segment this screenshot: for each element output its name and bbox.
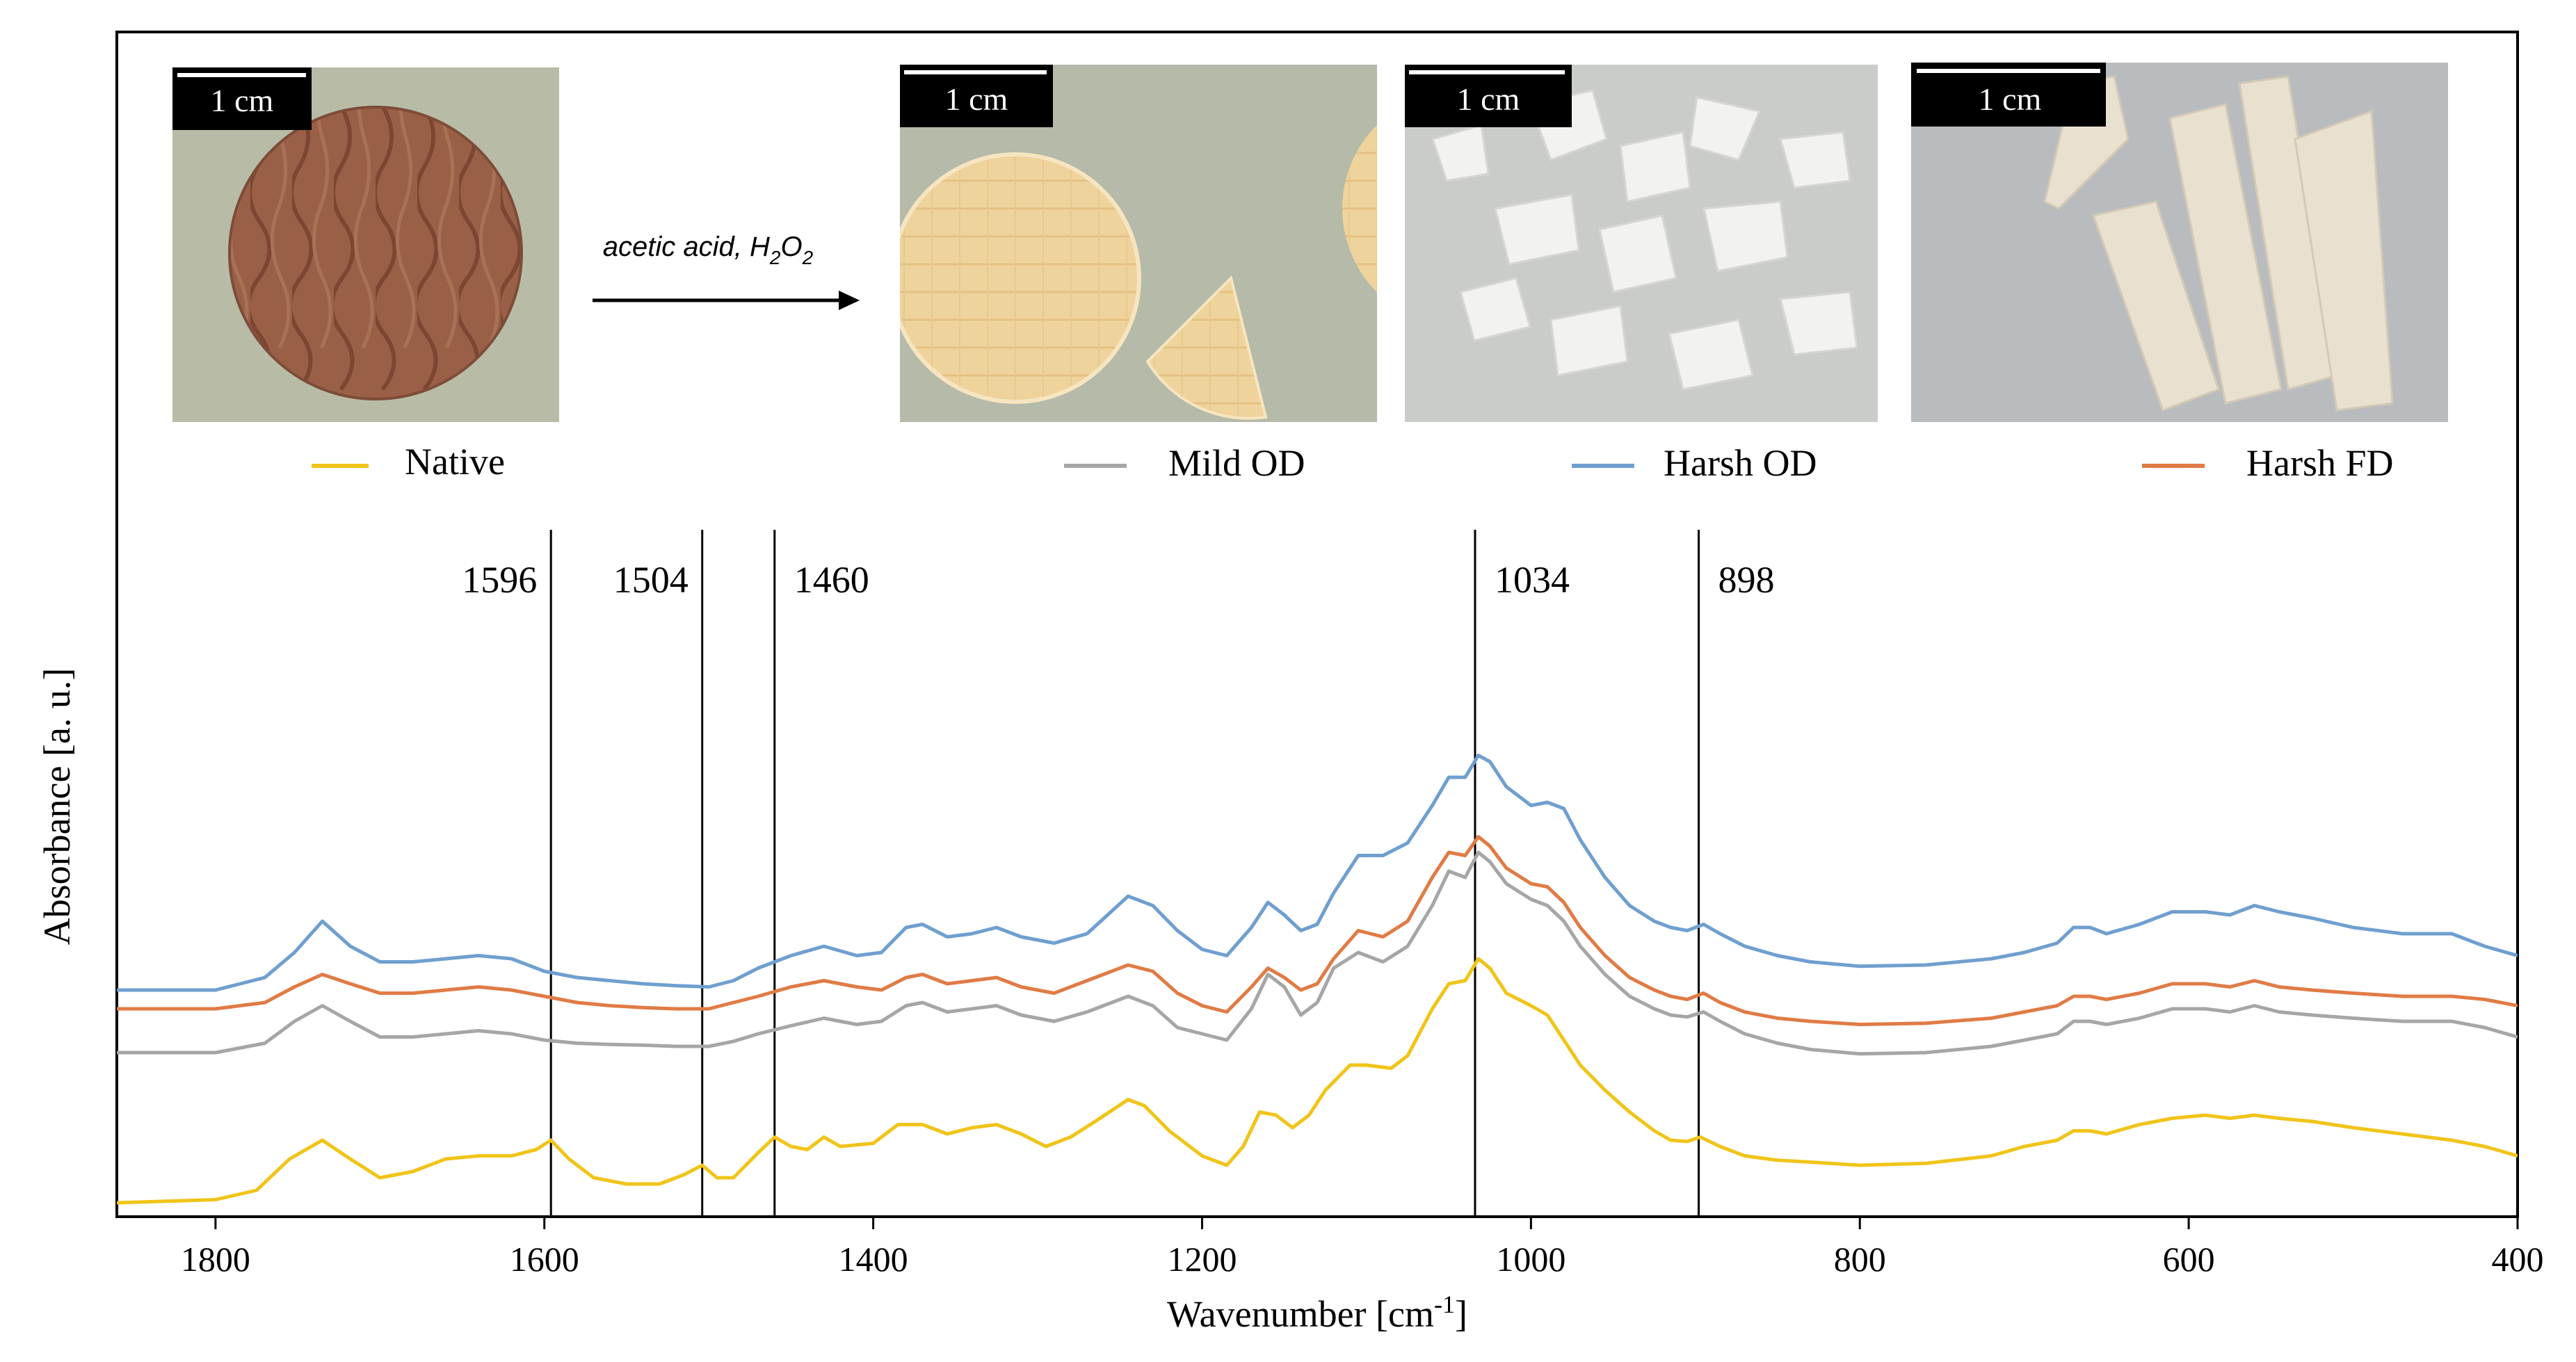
series-harsh-fd bbox=[117, 835, 2518, 1026]
photo-native bbox=[172, 67, 559, 422]
x-axis-label: Wavenumber [cm-1] bbox=[1167, 1290, 1467, 1335]
legend-item-native: Native bbox=[312, 441, 505, 483]
series-harsh-od bbox=[117, 754, 2518, 992]
legend-label-mild-od: Mild OD bbox=[1168, 442, 1305, 484]
series-group bbox=[117, 754, 2518, 1205]
spectra-plot: 1596 1504 1460 1034 898 1800 1600 1400 1200 1000 8… bbox=[117, 530, 2544, 1279]
x-tick-label-1600: 1600 bbox=[510, 1240, 579, 1279]
legend-item-mild-od: Mild OD bbox=[1064, 442, 1305, 484]
scale-bar-harsh-fd: 1 cm bbox=[1911, 63, 2106, 127]
marker-label-1504: 1504 bbox=[613, 559, 689, 601]
legend-item-harsh-fd: Harsh FD bbox=[2142, 442, 2394, 484]
legend: Native Mild OD Harsh OD Harsh FD bbox=[312, 441, 2394, 484]
legend-label-harsh-od: Harsh OD bbox=[1664, 442, 1817, 484]
scale-label-harsh-od: 1 cm bbox=[1457, 81, 1520, 117]
arrow-head-icon bbox=[839, 291, 860, 310]
wood-disk-native bbox=[230, 107, 522, 399]
x-tick-label-800: 800 bbox=[1834, 1240, 1886, 1279]
x-tick-label-1200: 1200 bbox=[1167, 1240, 1237, 1279]
x-tick-label-1000: 1000 bbox=[1496, 1240, 1565, 1279]
series-mild-od bbox=[117, 850, 2518, 1056]
scale-bar-native: 1 cm bbox=[172, 67, 312, 130]
legend-label-harsh-fd: Harsh FD bbox=[2246, 442, 2394, 484]
marker-label-1596: 1596 bbox=[462, 559, 537, 601]
x-tick-label-400: 400 bbox=[2492, 1240, 2544, 1279]
reaction-arrow: acetic acid, H2O2 bbox=[593, 232, 860, 310]
scale-bar-harsh-od: 1 cm bbox=[1405, 65, 1572, 127]
legend-item-harsh-od: Harsh OD bbox=[1572, 442, 1817, 484]
scale-label-native: 1 cm bbox=[211, 83, 274, 118]
marker-label-1034: 1034 bbox=[1495, 559, 1570, 601]
scale-label-harsh-fd: 1 cm bbox=[1979, 81, 2042, 117]
y-axis-label: Absorbance [a. u.] bbox=[36, 668, 78, 946]
scale-bar-mild-od: 1 cm bbox=[900, 65, 1053, 127]
marker-label-898: 898 bbox=[1718, 559, 1775, 601]
reaction-label: acetic acid, H2O2 bbox=[603, 232, 814, 268]
scale-label-mild-od: 1 cm bbox=[945, 81, 1008, 117]
series-native bbox=[117, 957, 2518, 1205]
x-tick-label-1800: 1800 bbox=[181, 1240, 250, 1279]
x-tick-label-1400: 1400 bbox=[839, 1240, 908, 1279]
legend-label-native: Native bbox=[405, 441, 505, 483]
marker-label-1460: 1460 bbox=[794, 559, 869, 601]
x-tick-label-600: 600 bbox=[2163, 1240, 2215, 1279]
